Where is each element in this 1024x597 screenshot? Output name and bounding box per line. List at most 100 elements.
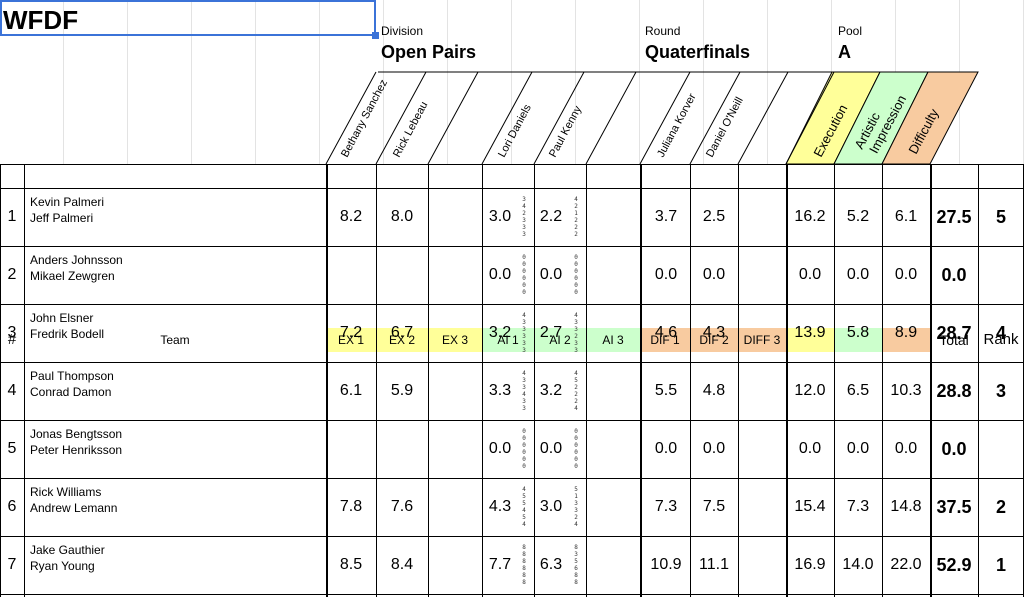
- row-number[interactable]: 6: [7, 498, 17, 515]
- score-ex1[interactable]: 7.8: [339, 498, 363, 515]
- score-diff[interactable]: 22.0: [890, 556, 922, 573]
- score-dif1[interactable]: 4.6: [654, 324, 678, 341]
- col-dif2[interactable]: DIF 2: [690, 328, 738, 352]
- score-diff[interactable]: 0.0: [894, 266, 918, 283]
- team-names[interactable]: Paul Thompson Conrad Damon: [30, 368, 114, 400]
- score-dif1[interactable]: 3.7: [654, 208, 678, 225]
- score-diff[interactable]: 8.9: [894, 324, 918, 341]
- score-rank[interactable]: [978, 246, 1024, 304]
- score-exec[interactable]: 15.4: [794, 498, 826, 515]
- score-ai2[interactable]: 2.7: [539, 324, 563, 341]
- score-ai2[interactable]: 3.0: [539, 498, 563, 515]
- row-number[interactable]: 7: [7, 556, 17, 573]
- score-ex2[interactable]: [376, 246, 428, 304]
- team-names[interactable]: Rick Williams Andrew Lemann: [30, 484, 117, 516]
- score-total[interactable]: 37.5: [936, 496, 972, 517]
- score-ex2[interactable]: 6.7: [390, 324, 414, 341]
- score-exec[interactable]: 0.0: [798, 440, 822, 457]
- score-rank[interactable]: 5: [995, 206, 1006, 227]
- score-art[interactable]: 6.5: [846, 382, 870, 399]
- col-ex1[interactable]: EX 1: [326, 328, 376, 352]
- team-names[interactable]: Anders Johnsson Mikael Zewgren: [30, 252, 123, 284]
- score-art[interactable]: 14.0: [842, 556, 874, 573]
- score-art[interactable]: 0.0: [846, 440, 870, 457]
- score-total[interactable]: 0.0: [941, 264, 967, 285]
- score-rank[interactable]: 2: [995, 496, 1006, 517]
- score-art[interactable]: 5.8: [846, 324, 870, 341]
- score-ai1[interactable]: 7.7: [488, 556, 512, 573]
- score-exec[interactable]: 0.0: [798, 266, 822, 283]
- score-ex1[interactable]: 6.1: [339, 382, 363, 399]
- team-names[interactable]: Jake Gauthier Ryan Young: [30, 542, 105, 574]
- col-total[interactable]: Total: [939, 332, 969, 348]
- score-total[interactable]: 27.5: [936, 206, 972, 227]
- score-diff[interactable]: 10.3: [890, 382, 922, 399]
- col-ai1[interactable]: AI 1: [482, 328, 534, 352]
- score-rank[interactable]: 3: [995, 380, 1006, 401]
- score-diff[interactable]: 0.0: [894, 440, 918, 457]
- score-ai2[interactable]: 2.2: [539, 208, 563, 225]
- score-dif1[interactable]: 0.0: [654, 266, 678, 283]
- pool-value[interactable]: A: [838, 42, 851, 62]
- round-value[interactable]: Quaterfinals: [645, 42, 751, 62]
- score-ai2[interactable]: 0.0: [539, 266, 563, 283]
- score-total[interactable]: 28.7: [936, 322, 972, 343]
- score-rank[interactable]: 1: [995, 554, 1006, 575]
- score-ex1[interactable]: 8.5: [339, 556, 363, 573]
- row-number[interactable]: 3: [7, 324, 17, 341]
- col-artistic[interactable]: [834, 328, 882, 352]
- col-difficulty[interactable]: [882, 328, 930, 352]
- score-ai1[interactable]: 0.0: [488, 440, 512, 457]
- score-ex2[interactable]: 8.0: [390, 208, 414, 225]
- score-dif2[interactable]: 2.5: [702, 208, 726, 225]
- score-ai1[interactable]: 3.0: [488, 208, 512, 225]
- team-names[interactable]: John Elsner Fredrik Bodell: [30, 310, 104, 342]
- score-total[interactable]: 52.9: [936, 554, 972, 575]
- score-total[interactable]: 28.8: [936, 380, 972, 401]
- team-names[interactable]: Jonas Bengtsson Peter Henriksson: [30, 426, 122, 458]
- score-exec[interactable]: 13.9: [794, 324, 826, 341]
- score-dif1[interactable]: 5.5: [654, 382, 678, 399]
- score-ai1[interactable]: 3.3: [488, 382, 512, 399]
- col-ai3[interactable]: AI 3: [586, 328, 640, 352]
- score-dif2[interactable]: 4.8: [702, 382, 726, 399]
- score-art[interactable]: 5.2: [846, 208, 870, 225]
- score-ex2[interactable]: 8.4: [390, 556, 414, 573]
- score-diff[interactable]: 14.8: [890, 498, 922, 515]
- score-art[interactable]: 0.0: [846, 266, 870, 283]
- score-ex1[interactable]: [326, 246, 376, 304]
- score-ex2[interactable]: [376, 420, 428, 478]
- division-value[interactable]: Open Pairs: [381, 42, 477, 62]
- score-ai1[interactable]: 3.2: [488, 324, 512, 341]
- col-dif1[interactable]: DIF 1: [640, 328, 690, 352]
- row-number[interactable]: 2: [7, 266, 17, 283]
- score-ex1[interactable]: [326, 420, 376, 478]
- score-ex2[interactable]: 5.9: [390, 382, 414, 399]
- score-diff[interactable]: 6.1: [894, 208, 918, 225]
- score-ai1[interactable]: 0.0: [488, 266, 512, 283]
- team-names[interactable]: Kevin Palmeri Jeff Palmeri: [30, 194, 104, 226]
- col-rank[interactable]: Rank: [983, 331, 1019, 348]
- score-rank[interactable]: 4: [995, 322, 1006, 343]
- score-total[interactable]: 0.0: [941, 438, 967, 459]
- fill-handle[interactable]: [372, 32, 379, 39]
- score-dif2[interactable]: 11.1: [699, 556, 729, 573]
- score-dif1[interactable]: 0.0: [654, 440, 678, 457]
- col-team[interactable]: Team: [160, 333, 190, 347]
- score-ai2[interactable]: 3.2: [539, 382, 563, 399]
- row-number[interactable]: 1: [7, 208, 17, 225]
- score-ai1[interactable]: 4.3: [488, 498, 512, 515]
- score-ai2[interactable]: 0.0: [539, 440, 563, 457]
- score-exec[interactable]: 16.2: [794, 208, 826, 225]
- row-number[interactable]: 4: [7, 382, 17, 399]
- col-ex3[interactable]: EX 3: [428, 328, 482, 352]
- score-art[interactable]: 7.3: [846, 498, 870, 515]
- score-ai2[interactable]: 6.3: [539, 556, 563, 573]
- col-dif3[interactable]: DIFF 3: [738, 328, 786, 352]
- score-dif2[interactable]: 4.3: [702, 324, 726, 341]
- score-dif1[interactable]: 10.9: [650, 556, 682, 573]
- score-ex1[interactable]: 8.2: [339, 208, 363, 225]
- score-dif1[interactable]: 7.3: [654, 498, 678, 515]
- col-ai2[interactable]: AI 2: [534, 328, 586, 352]
- col-num[interactable]: #: [7, 331, 17, 348]
